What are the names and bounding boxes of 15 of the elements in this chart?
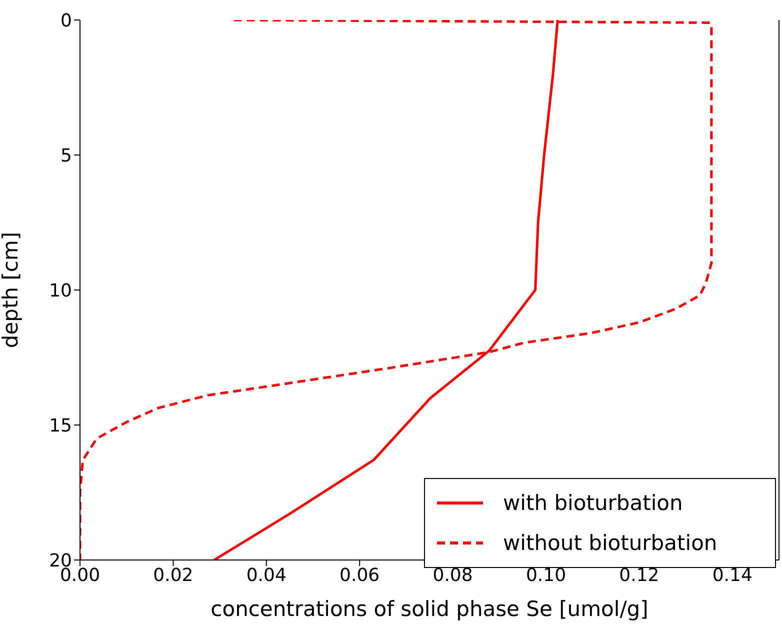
y-tick-label: 15 xyxy=(49,415,72,436)
y-tick-label: 10 xyxy=(49,280,72,302)
y-axis-title: depth [cm] xyxy=(0,232,22,348)
x-tick-label: 0.04 xyxy=(246,564,286,586)
x-tick-label: 0.06 xyxy=(340,564,380,586)
y-tick-label: 5 xyxy=(60,145,72,166)
y-tick-label: 0 xyxy=(60,10,72,32)
x-tick-label: 0.12 xyxy=(619,564,660,586)
x-tick-label: 0.14 xyxy=(712,564,752,586)
legend-label: without bioturbation xyxy=(503,531,718,555)
x-tick-label: 0.10 xyxy=(526,564,566,586)
x-tick-label: 0.08 xyxy=(432,564,473,586)
x-axis-title: concentrations of solid phase Se [umol/g] xyxy=(210,597,648,621)
x-tick-label: 0.02 xyxy=(153,564,194,586)
legend-label: with bioturbation xyxy=(503,491,683,515)
